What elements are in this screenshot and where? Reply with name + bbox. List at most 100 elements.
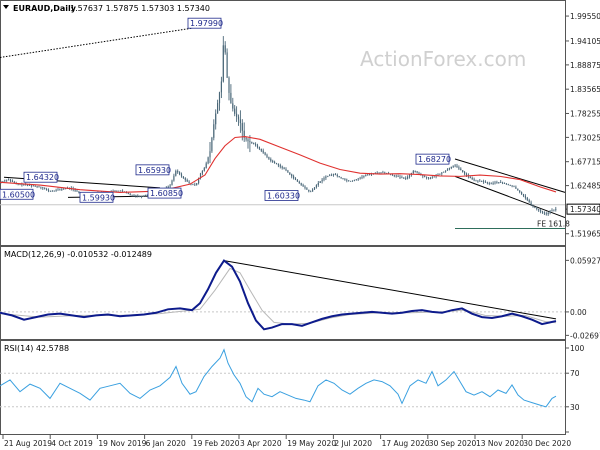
candle-body (27, 184, 29, 186)
candle-body (133, 195, 135, 196)
rsi-line (0, 348, 557, 408)
candle-body (517, 188, 519, 191)
candle-body (338, 175, 340, 178)
price-label: 1.64320 (26, 173, 59, 182)
macd-title: MACD(12,26,9) -0.010532 -0.012489 (4, 250, 152, 259)
macd-panel (0, 246, 566, 340)
candle-body (186, 179, 188, 182)
candle-body (479, 180, 481, 182)
time-tick-label: 19 May 2020 (287, 439, 336, 448)
candle-body (144, 195, 146, 196)
price-label: 1.60500 (2, 190, 35, 199)
candle-body (399, 176, 401, 178)
candle-body (524, 195, 526, 198)
price-tick-label: 1.67715 (570, 158, 600, 167)
candle-body (207, 157, 209, 164)
candle-body (507, 184, 509, 186)
candle-body (456, 165, 458, 168)
candle-body (496, 182, 498, 183)
candle-body (313, 187, 316, 190)
candle-body (321, 179, 323, 182)
candle-body (256, 145, 259, 148)
candle-body (310, 191, 312, 193)
candle-body (427, 177, 430, 179)
candle-body (521, 192, 523, 194)
candle-body (274, 161, 276, 164)
candle-body (17, 184, 19, 185)
candle-body (230, 92, 232, 104)
candle-body (361, 176, 363, 178)
candle-body (213, 124, 215, 138)
price-panel (0, 0, 566, 246)
candle-body (384, 172, 386, 174)
candle-body (494, 182, 496, 184)
price-tick-label: 1.57340 (570, 205, 600, 214)
candle-body (334, 174, 336, 176)
candle-body (348, 180, 350, 182)
candle-body (350, 180, 352, 182)
time-tick-label: 4 Oct 2019 (51, 439, 93, 448)
candle-body (490, 183, 492, 185)
candle-body (249, 141, 251, 143)
candle-body (270, 159, 272, 161)
candle-body (283, 167, 285, 170)
price-label: 1.59930 (82, 193, 115, 202)
candle-body (382, 172, 384, 174)
macd-line (0, 259, 557, 331)
candle-body (532, 204, 534, 207)
watermark: ActionForex.com (360, 47, 526, 71)
candle-body (386, 172, 388, 174)
time-tick-label: 2 Jul 2020 (334, 439, 372, 448)
candle-body (513, 186, 515, 188)
candle-body (458, 167, 460, 169)
price-label-box (415, 153, 450, 165)
candle-body (279, 165, 281, 167)
price-label-box (135, 164, 170, 176)
candle-body (266, 154, 268, 157)
candle-body (346, 179, 348, 181)
dotted-resistance-line (0, 23, 223, 58)
candle-body (198, 177, 200, 184)
candle-body (505, 183, 507, 185)
candle-body (553, 209, 555, 211)
candle-body (2, 181, 4, 182)
price-label-box (264, 190, 299, 201)
candle-body (437, 174, 439, 176)
candle-body (142, 195, 145, 197)
candle-body (224, 45, 226, 53)
candle-body (47, 189, 50, 191)
candle-body (403, 177, 405, 179)
candle-body (175, 170, 177, 176)
price-label-box (79, 191, 114, 203)
candle-body (378, 172, 380, 174)
candle-body (171, 180, 173, 186)
candle-body (127, 193, 129, 195)
candle-body (331, 174, 333, 176)
candle-body (555, 208, 557, 210)
candle-body (258, 147, 260, 149)
candle-body (308, 189, 310, 192)
channel-upper-line (454, 158, 566, 193)
candle-body (483, 181, 485, 183)
candle-body (500, 182, 502, 183)
candle-body (502, 182, 504, 184)
candle-body (131, 194, 133, 196)
candle-body (393, 174, 395, 176)
candle-body (408, 175, 411, 178)
candle-body (237, 116, 240, 120)
rsi-layer: 100 70 30 (0, 344, 585, 433)
candle-body (492, 182, 494, 184)
candle-body (272, 160, 274, 162)
time-tick-label: 30 Dec 2020 (523, 439, 571, 448)
candle-body (241, 123, 243, 131)
candle-body (236, 113, 238, 117)
candle-body (209, 151, 211, 158)
price-labels-layer: 1.64320 1.59930 1.60850 1.65930 1.97990 1.603… (0, 17, 451, 203)
candle-body (528, 200, 530, 203)
candle-body (49, 190, 51, 192)
candle-body (407, 177, 409, 179)
channel-lower-line (454, 175, 566, 219)
collapse-arrow-icon[interactable] (3, 5, 9, 9)
candle-body (46, 189, 48, 190)
candle-body (342, 178, 344, 180)
